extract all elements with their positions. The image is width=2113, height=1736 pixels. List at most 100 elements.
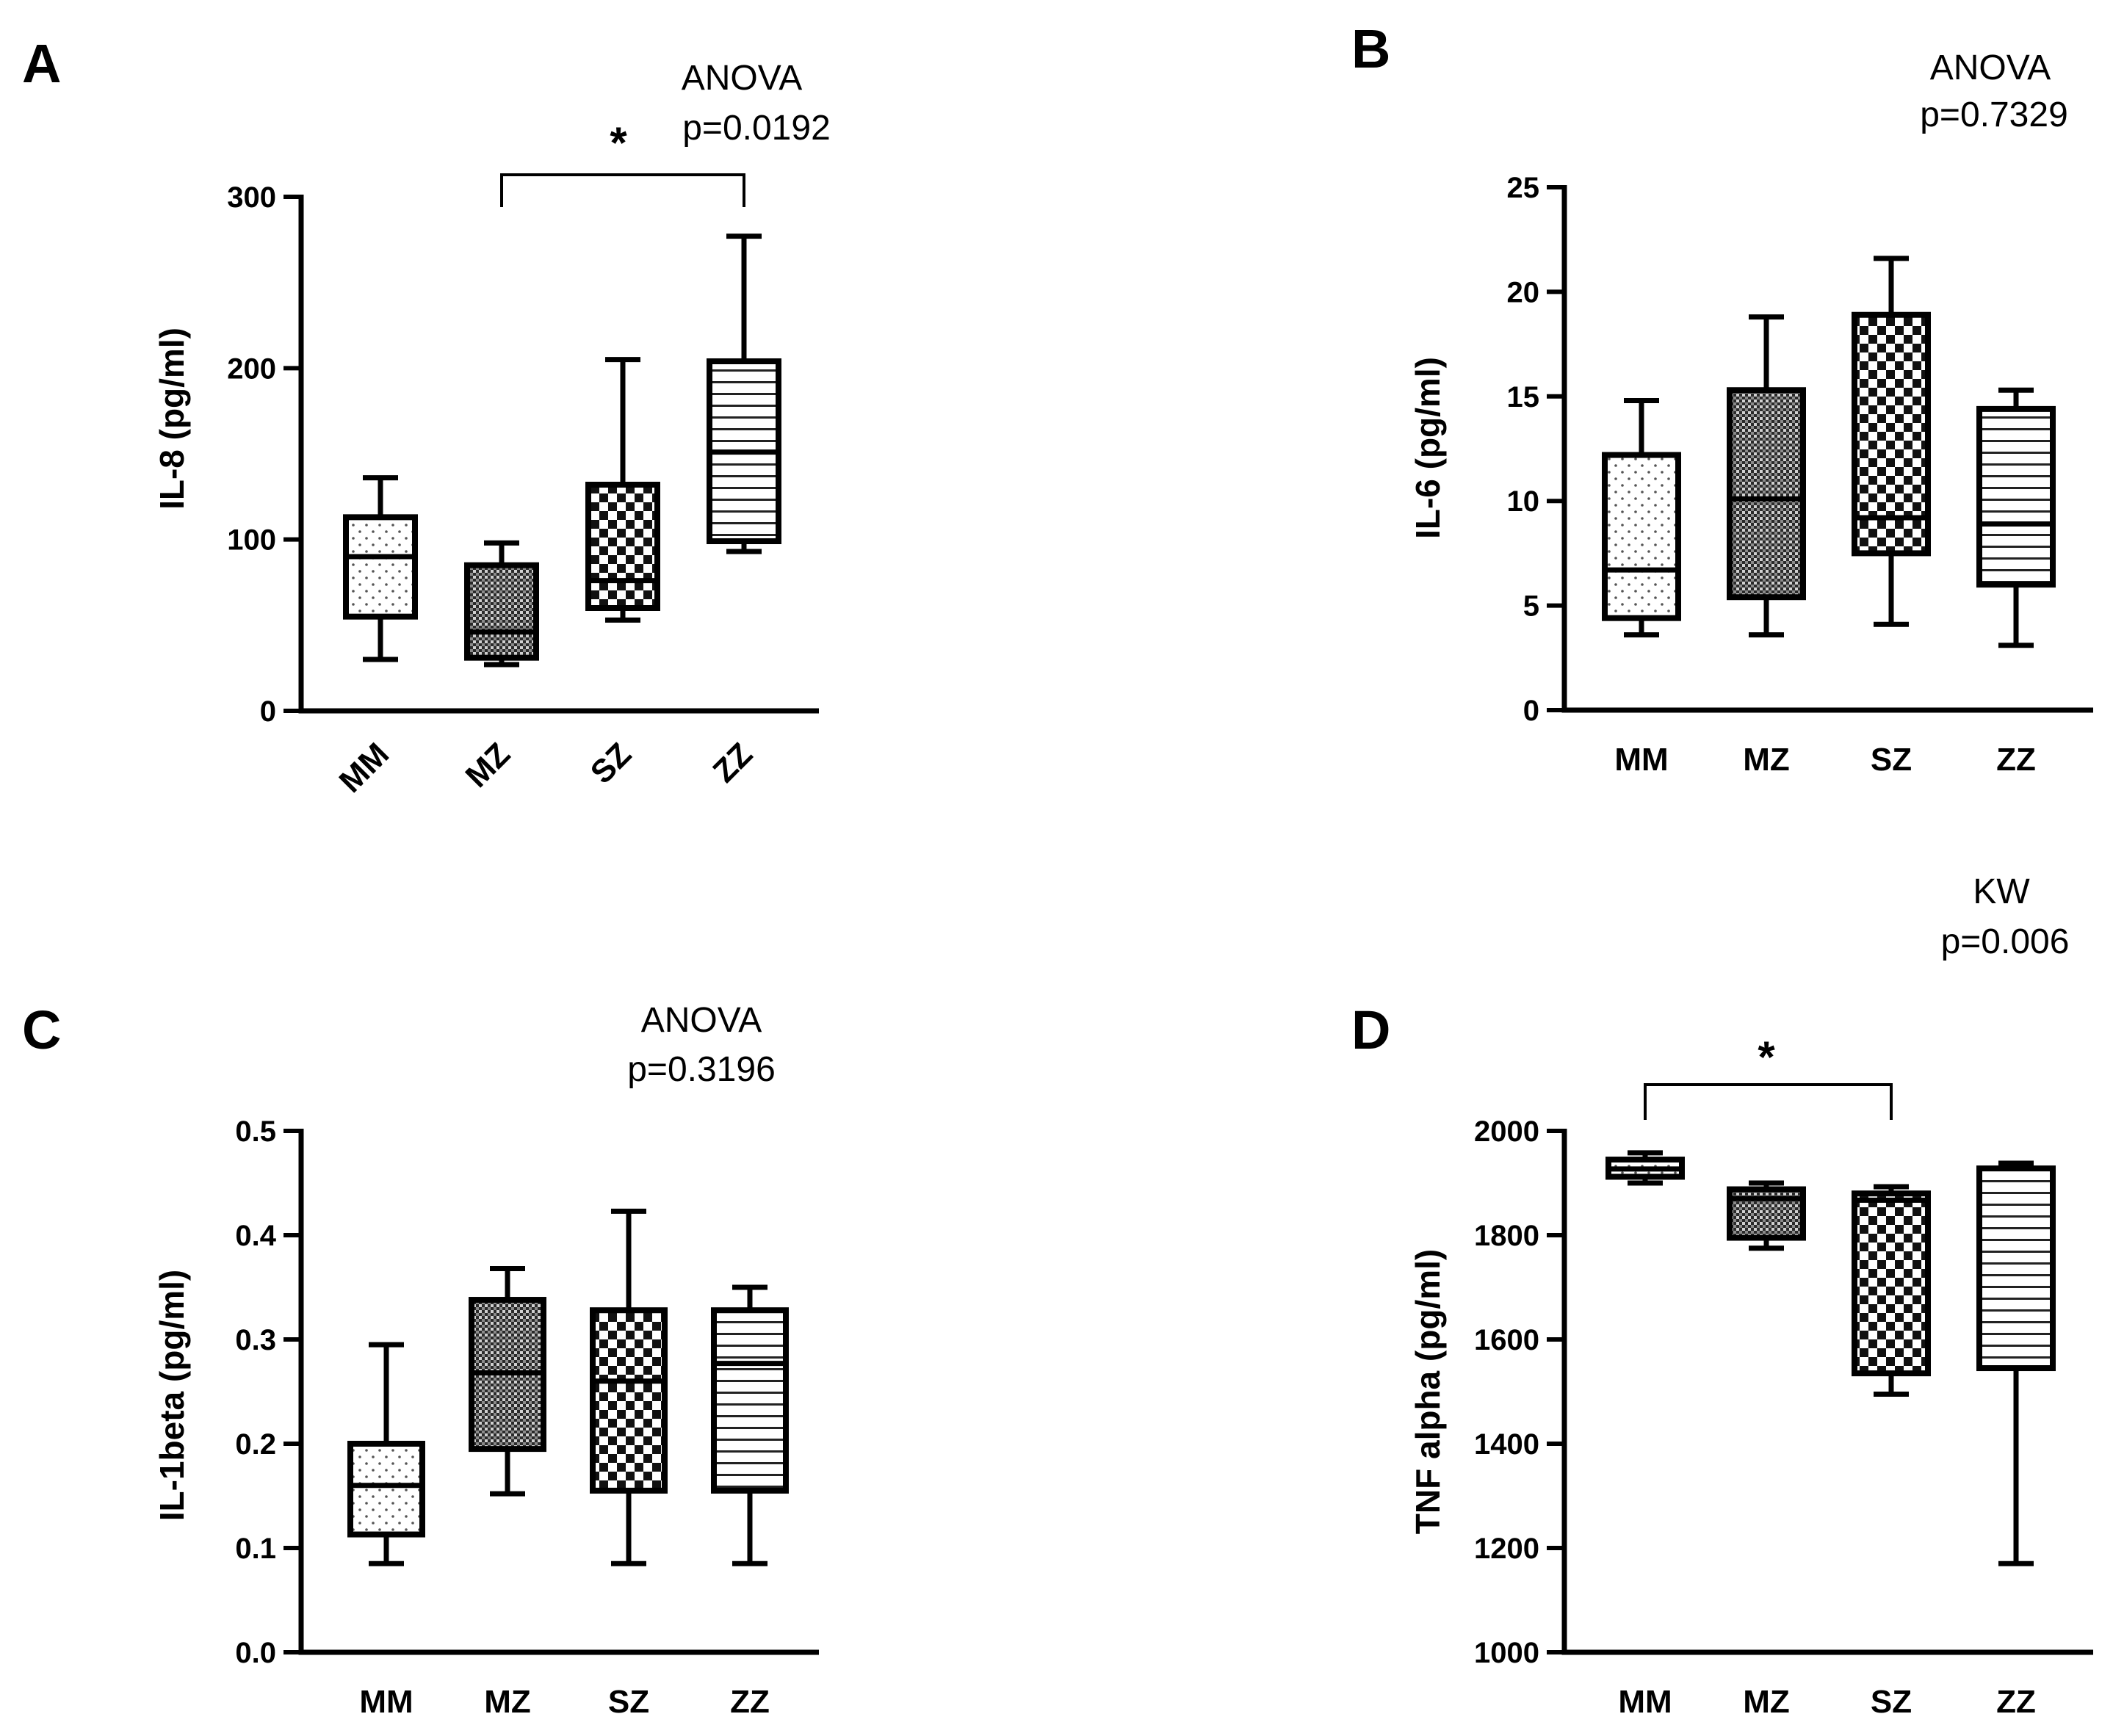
- category-label-a-2: SZ: [584, 736, 638, 790]
- panel-letter-b: B: [1351, 18, 1390, 79]
- category-label-a-1: MZ: [458, 736, 517, 795]
- y-axis-ticks-b: 0 5 10 15 20 25: [1507, 172, 1564, 727]
- y-tick-label-c-3: 0.3: [235, 1324, 276, 1356]
- y-axis-title-d: TNF alpha (pg/ml): [1409, 1249, 1447, 1534]
- box-a-mm: [343, 475, 418, 662]
- panel-letter-c: C: [22, 999, 61, 1060]
- y-axis-title-c: IL-1beta (pg/ml): [153, 1270, 191, 1521]
- test-name-d: KW: [1973, 872, 2030, 911]
- category-label-d-0: MM: [1618, 1684, 1672, 1720]
- y-tick-label-b-4: 20: [1507, 276, 1540, 308]
- y-tick-label-d-3: 1600: [1474, 1324, 1539, 1356]
- y-tick-label-d-0: 1000: [1474, 1637, 1539, 1669]
- category-label-a-3: ZZ: [706, 736, 759, 789]
- significance-bracket-a-0: [500, 173, 745, 207]
- category-label-a-0: MM: [333, 736, 396, 799]
- box-a-zz: [707, 234, 781, 554]
- box-body-c-3: [711, 1307, 789, 1494]
- box-d-mm: [1605, 1150, 1685, 1186]
- test-name-b: ANOVA: [1930, 48, 2051, 87]
- boxes-d: [1605, 1150, 2056, 1566]
- box-c-sz: [590, 1208, 668, 1566]
- box-b-mm: [1602, 397, 1681, 637]
- category-label-c-2: SZ: [608, 1684, 649, 1720]
- box-a-mz: [464, 540, 539, 668]
- y-tick-label-c-4: 0.4: [235, 1220, 276, 1252]
- significance-a: *: [500, 118, 745, 207]
- y-tick-label-b-5: 25: [1507, 172, 1540, 204]
- y-tick-label-a-3: 300: [227, 181, 276, 214]
- box-body-c-0: [347, 1441, 425, 1538]
- box-d-zz: [1976, 1160, 2056, 1566]
- y-tick-label-a-0: 0: [260, 695, 276, 728]
- y-axis-ticks-d: 1000 1200 1400 1600 1800 2000: [1474, 1115, 1564, 1669]
- axes-b: [1561, 185, 2093, 713]
- panel-b: B ANOVA p=0.7329 IL-6 (pg/ml) 0 5 10 15 20 25…: [1351, 18, 2093, 778]
- box-b-mz: [1727, 314, 1806, 637]
- panel-a: A ANOVA p=0.0192 IL-8 (pg/ml) 0 100 200 300…: [22, 33, 831, 800]
- box-body-d-3: [1976, 1165, 2056, 1372]
- box-b-zz: [1976, 387, 2056, 648]
- category-label-b-1: MZ: [1743, 742, 1790, 778]
- test-name-a: ANOVA: [682, 59, 802, 98]
- category-label-c-0: MM: [359, 1684, 413, 1720]
- box-c-zz: [711, 1284, 789, 1566]
- category-label-b-3: ZZ: [1996, 742, 2036, 778]
- panel-d: D KW p=0.006 TNF alpha (pg/ml) 100012001…: [1351, 872, 2093, 1720]
- axes-c: [298, 1129, 819, 1655]
- x-axis-categories-b: MM MZ SZ ZZ: [1614, 742, 2036, 778]
- y-tick-label-b-1: 5: [1523, 590, 1539, 623]
- y-tick-label-b-2: 10: [1507, 485, 1540, 518]
- y-tick-label-b-0: 0: [1523, 695, 1539, 727]
- boxes-a: [343, 234, 781, 668]
- axes-a: [298, 195, 819, 714]
- significance-star-d-0: *: [1758, 1032, 1775, 1082]
- y-tick-label-c-2: 0.2: [235, 1428, 276, 1461]
- x-axis-categories-c: MM MZ SZ ZZ: [359, 1684, 770, 1720]
- boxes-c: [347, 1208, 789, 1566]
- significance-bracket-d-0: [1644, 1083, 1893, 1120]
- box-body-b-3: [1976, 405, 2056, 588]
- axes-d: [1561, 1129, 2093, 1655]
- y-tick-label-c-0: 0.0: [235, 1637, 276, 1669]
- y-tick-label-d-2: 1400: [1474, 1428, 1539, 1461]
- y-tick-label-c-5: 0.5: [235, 1115, 276, 1148]
- panel-letter-d: D: [1351, 999, 1390, 1060]
- box-body-d-2: [1852, 1190, 1931, 1377]
- y-tick-label-a-2: 200: [227, 352, 276, 385]
- category-label-d-1: MZ: [1743, 1684, 1790, 1720]
- y-axis-ticks-c: 0.0 0.1 0.2 0.3 0.4 0.5: [235, 1115, 301, 1669]
- box-c-mm: [347, 1342, 425, 1566]
- box-d-sz: [1852, 1184, 1931, 1397]
- significance-d: *: [1644, 1032, 1893, 1120]
- box-body-b-2: [1852, 311, 1931, 557]
- box-c-mz: [469, 1265, 546, 1497]
- significance-star-a-0: *: [610, 118, 627, 167]
- category-label-c-1: MZ: [484, 1684, 531, 1720]
- panel-letter-a: A: [22, 33, 61, 94]
- category-label-c-3: ZZ: [730, 1684, 770, 1720]
- box-body-c-2: [590, 1307, 668, 1494]
- p-value-a: p=0.0192: [682, 109, 831, 148]
- boxes-b: [1602, 256, 2056, 648]
- y-tick-label-d-4: 1800: [1474, 1220, 1539, 1252]
- x-axis-categories-a: MM MZ SZ ZZ: [333, 736, 759, 799]
- p-value-d: p=0.006: [1941, 922, 2070, 961]
- x-axis-categories-d: MM MZ SZ ZZ: [1618, 1684, 2036, 1720]
- y-tick-label-a-1: 100: [227, 524, 276, 557]
- y-tick-label-d-5: 2000: [1474, 1115, 1539, 1148]
- box-d-mz: [1727, 1180, 1806, 1251]
- y-axis-title-b: IL-6 (pg/ml): [1409, 357, 1447, 539]
- p-value-b: p=0.7329: [1920, 95, 2068, 134]
- p-value-c: p=0.3196: [627, 1050, 776, 1089]
- panel-c: C ANOVA p=0.3196 IL-1beta (pg/ml) 0.0 0.1…: [22, 999, 819, 1720]
- y-axis-ticks-a: 0 100 200 300: [227, 181, 301, 728]
- y-tick-label-c-1: 0.1: [235, 1533, 276, 1565]
- box-body-a-2: [585, 482, 660, 611]
- box-body-b-0: [1602, 452, 1681, 621]
- y-tick-label-b-3: 15: [1507, 381, 1540, 413]
- category-label-b-2: SZ: [1871, 742, 1912, 778]
- box-b-sz: [1852, 256, 1931, 627]
- box-a-sz: [585, 357, 660, 623]
